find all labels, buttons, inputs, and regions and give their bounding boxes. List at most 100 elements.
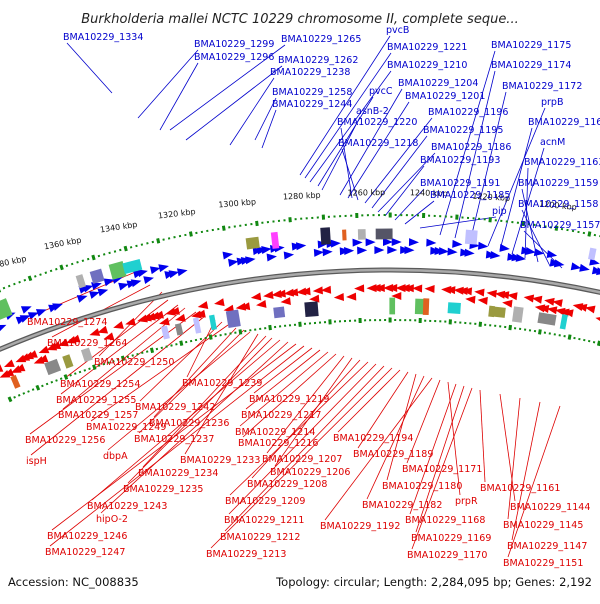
reverse-gene-arrow (197, 301, 208, 311)
tick-mark (28, 275, 33, 281)
reverse-gene-arrow (544, 296, 555, 306)
tick-mark (71, 263, 74, 266)
leader-line (138, 50, 198, 118)
tick-mark (369, 319, 371, 321)
forward-gene-arrow (322, 248, 332, 257)
tick-mark (374, 319, 376, 321)
tick-mark (361, 214, 363, 216)
tick-mark (55, 268, 58, 271)
reverse-gene-arrow (477, 296, 488, 305)
reverse-gene-label: BMA10229_1209 (225, 496, 305, 507)
feature-block (560, 314, 568, 329)
reverse-gene-label: BMA10229_1234 (138, 468, 218, 479)
forward-gene-arrow (499, 244, 510, 253)
feature-block (62, 354, 73, 368)
tick-mark (27, 390, 30, 393)
tick-mark (24, 279, 27, 282)
tick-mark (429, 320, 431, 322)
reverse-gene-arrow (424, 285, 434, 293)
tick-mark (294, 324, 296, 326)
tick-mark (88, 368, 91, 371)
forward-gene-arrow (267, 252, 278, 261)
feature-block (465, 230, 478, 245)
feature-block (81, 348, 93, 363)
reverse-gene-label: BMA10229_1182 (362, 500, 442, 511)
reverse-gene-label: BMA10229_1250 (94, 357, 174, 368)
tick-mark (214, 335, 216, 337)
tick-mark (309, 322, 311, 324)
accession-label: Accession: NC_008835 (8, 575, 139, 589)
tick-mark (84, 369, 87, 372)
tick-mark (524, 328, 526, 330)
tick-mark (156, 238, 160, 244)
reverse-gene-label: BMA10229_1242 (135, 402, 215, 413)
tick-mark (234, 332, 236, 334)
tick-mark (300, 218, 302, 220)
feature-block (175, 323, 183, 335)
tick-mark (82, 259, 84, 261)
leader-line (508, 406, 560, 557)
tick-mark (577, 231, 579, 233)
feature-block (246, 237, 260, 250)
tick-mark (406, 214, 408, 216)
forward-gene-label: BMA10229_1175 (491, 40, 571, 51)
tick-mark (283, 219, 285, 221)
reverse-gene-arrow (486, 289, 497, 298)
tick-mark (135, 245, 137, 247)
tick-mark (339, 320, 341, 322)
forward-gene-arrow (404, 246, 414, 254)
tick-mark (455, 215, 458, 220)
tick-mark (76, 261, 79, 264)
forward-gene-label: BMA10229_1165 (528, 117, 600, 128)
tick-mark (8, 396, 13, 402)
tick-mark (195, 339, 197, 341)
tick-mark (311, 217, 313, 219)
leader-line (160, 63, 198, 130)
tick-mark (209, 334, 213, 339)
tick-mark (18, 281, 21, 284)
kbp-label: 1320 kbp (158, 207, 197, 220)
tick-mark (279, 325, 281, 327)
leader-line (32, 270, 140, 316)
tick-mark (13, 396, 16, 399)
tick-mark (364, 319, 366, 321)
tick-mark (474, 323, 476, 325)
feature-block (537, 312, 556, 325)
tick-mark (529, 329, 531, 331)
forward-gene-label: BMA10229_1186 (431, 142, 511, 153)
tick-mark (334, 321, 336, 323)
reverse-gene-label: BMA10229_1246 (47, 531, 127, 542)
forward-gene-label: asnB-2 (356, 106, 389, 117)
forward-gene-label: BMA10229_1172 (502, 81, 582, 92)
reverse-gene-label: BMA10229_1206 (270, 467, 350, 478)
tick-mark (568, 334, 572, 339)
tick-mark (161, 347, 163, 349)
tick-mark (424, 320, 426, 322)
forward-gene-arrow (392, 238, 402, 246)
feature-block (342, 230, 347, 241)
tick-mark (261, 222, 263, 224)
tick-mark (130, 246, 132, 248)
feature-block (423, 298, 429, 315)
tick-mark (179, 340, 183, 346)
forward-gene-label: BMA10229_1196 (428, 107, 508, 118)
feature-block (90, 269, 105, 284)
forward-gene-arrow (366, 238, 376, 246)
reverse-gene-label: BMA10229_1168 (405, 515, 485, 526)
tick-mark (399, 319, 401, 321)
reverse-gene-arrow (502, 299, 513, 308)
tick-mark (298, 322, 301, 327)
reverse-gene-label: BMA10229_1239 (182, 378, 262, 389)
forward-gene-arrow (158, 262, 170, 272)
feature-block (273, 307, 285, 319)
tick-mark (264, 327, 266, 329)
reverse-gene-label: BMA10229_1255 (56, 395, 136, 406)
forward-gene-label: BMA10229_1159 (518, 178, 598, 189)
forward-gene-arrow (452, 240, 463, 249)
reverse-gene-label: BMA10229_1180 (382, 481, 462, 492)
tick-mark (495, 219, 497, 221)
tick-mark (450, 216, 452, 218)
forward-gene-label: BMA10229_1221 (387, 42, 467, 53)
forward-gene-label: BMA10229_1210 (387, 60, 467, 71)
tick-mark (55, 379, 58, 382)
